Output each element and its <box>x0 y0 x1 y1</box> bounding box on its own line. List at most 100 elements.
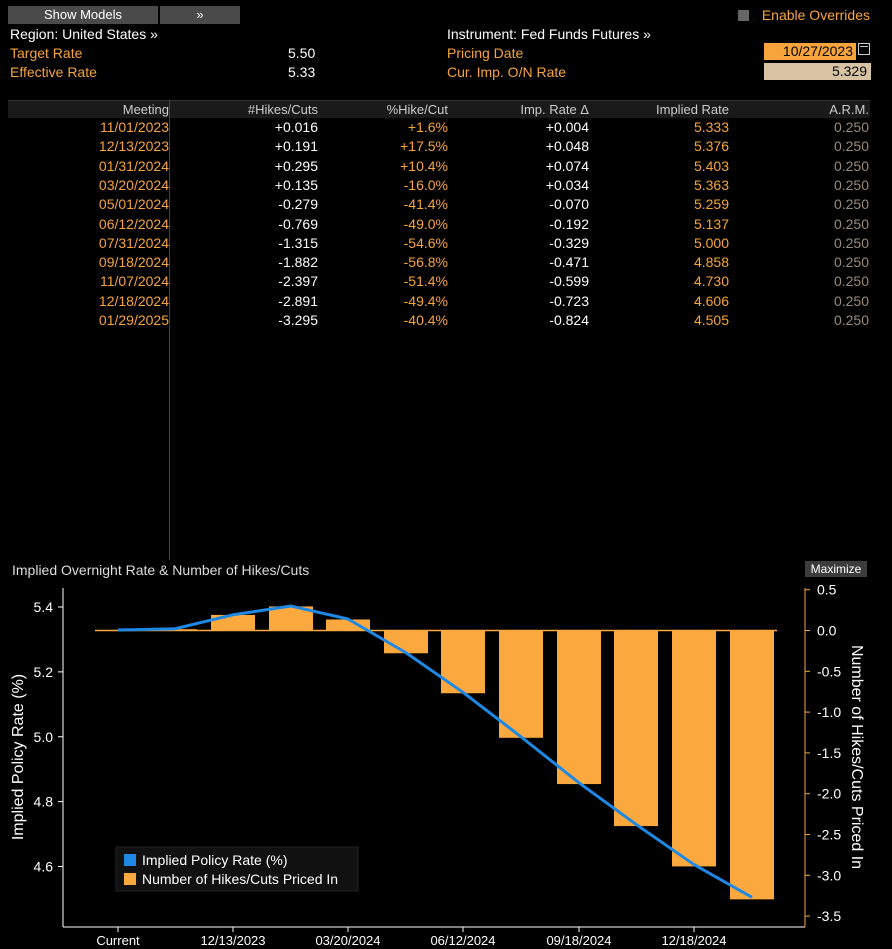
table-row[interactable]: 05/01/2024 -0.279 -41.4% -0.070 5.259 0.250 <box>8 196 870 215</box>
table-divider <box>169 100 170 560</box>
enable-overrides-checkbox[interactable] <box>738 10 749 21</box>
instrument-selector[interactable]: Instrument: Fed Funds Futures » <box>447 26 651 42</box>
cur-imp-rate-input[interactable]: 5.329 <box>764 63 871 80</box>
imp-rate-delta-cell: +0.004 <box>545 119 589 135</box>
arm-cell: 0.250 <box>833 292 869 309</box>
col-pct-hike-cut[interactable]: %Hike/Cut <box>386 102 448 117</box>
effective-rate-label: Effective Rate <box>10 64 97 80</box>
hikes-cuts-bar <box>441 630 485 694</box>
hikes-cuts-cell: -1.315 <box>278 234 318 251</box>
chart-title: Implied Overnight Rate & Number of Hikes… <box>12 562 310 578</box>
x-tick-label: 06/12/2024 <box>430 933 495 948</box>
calendar-icon[interactable] <box>858 43 870 55</box>
meeting-cell: 03/20/2024 <box>98 176 169 193</box>
col-implied-rate[interactable]: Implied Rate <box>656 102 729 117</box>
region-selector[interactable]: Region: United States » <box>10 26 158 42</box>
left-axis-title: Implied Policy Rate (%) <box>10 674 27 840</box>
arm-cell: 0.250 <box>833 138 869 155</box>
implied-rate-cell: 5.259 <box>693 196 729 213</box>
imp-rate-delta-cell: -0.070 <box>549 196 589 213</box>
right-tick-label: 0.5 <box>817 582 837 598</box>
hikes-cuts-cell: -3.295 <box>278 312 318 328</box>
imp-rate-delta-cell: -0.329 <box>549 234 589 251</box>
table-row[interactable]: 11/07/2024 -2.397 -51.4% -0.599 4.730 0.250 <box>8 273 870 292</box>
cur-imp-rate-label: Cur. Imp. O/N Rate <box>447 64 567 80</box>
pricing-date-input[interactable]: 10/27/2023 <box>764 43 856 60</box>
pct-hike-cut-cell: +1.6% <box>407 119 448 135</box>
left-tick-label: 4.8 <box>34 794 54 810</box>
right-tick-label: -2.0 <box>817 786 841 802</box>
implied-rate-cell: 4.505 <box>693 312 729 328</box>
col-hikes-cuts[interactable]: #Hikes/Cuts <box>247 102 318 117</box>
meeting-cell: 01/31/2024 <box>98 157 169 174</box>
x-tick-label: 12/13/2023 <box>200 933 265 948</box>
imp-rate-delta-cell: -0.723 <box>549 292 589 309</box>
legend-label-rate: Implied Policy Rate (%) <box>142 852 288 868</box>
left-tick-label: 5.2 <box>34 664 54 680</box>
table-row[interactable]: 07/31/2024 -1.315 -54.6% -0.329 5.000 0.250 <box>8 235 870 254</box>
left-tick-label: 4.6 <box>34 859 54 875</box>
pct-hike-cut-cell: -40.4% <box>403 312 448 328</box>
hikes-cuts-cell: -1.882 <box>278 254 318 271</box>
hikes-cuts-cell: +0.191 <box>274 138 318 155</box>
right-tick-label: -1.0 <box>817 704 841 720</box>
col-imp-rate-delta[interactable]: Imp. Rate Δ <box>520 102 589 117</box>
right-tick-label: -0.5 <box>817 663 841 679</box>
imp-rate-delta-cell: -0.471 <box>549 254 589 271</box>
table-row[interactable]: 01/29/2025 -3.295 -40.4% -0.824 4.505 0.250 <box>8 312 870 331</box>
table-row[interactable]: 06/12/2024 -0.769 -49.0% -0.192 5.137 0.250 <box>8 216 870 235</box>
table-row[interactable]: 12/13/2023 +0.191 +17.5% +0.048 5.376 0.250 <box>8 138 870 157</box>
arm-cell: 0.250 <box>833 215 869 232</box>
table-row[interactable]: 03/20/2024 +0.135 -16.0% +0.034 5.363 0.250 <box>8 177 870 196</box>
table-row[interactable]: 12/18/2024 -2.891 -49.4% -0.723 4.606 0.250 <box>8 293 870 312</box>
col-meeting[interactable]: Meeting <box>122 102 169 117</box>
expand-arrows-button[interactable]: » <box>160 6 240 24</box>
pct-hike-cut-cell: -56.8% <box>403 254 448 271</box>
legend-box <box>115 846 359 892</box>
pct-hike-cut-cell: -49.4% <box>403 292 448 309</box>
pct-hike-cut-cell: +17.5% <box>400 138 448 155</box>
pct-hike-cut-cell: +10.4% <box>400 157 448 174</box>
arm-cell: 0.250 <box>833 254 869 271</box>
x-tick-label: Current <box>96 933 140 948</box>
table-row[interactable]: 11/01/2023 +0.016 +1.6% +0.004 5.333 0.250 <box>8 119 870 138</box>
right-tick-label: -3.5 <box>817 908 841 924</box>
arm-cell: 0.250 <box>833 312 869 328</box>
arm-cell: 0.250 <box>833 273 869 290</box>
table-row[interactable]: 01/31/2024 +0.295 +10.4% +0.074 5.403 0.250 <box>8 158 870 177</box>
hikes-cuts-bar <box>730 630 774 900</box>
left-tick-label: 5.0 <box>34 729 54 745</box>
pct-hike-cut-cell: -49.0% <box>403 215 448 232</box>
target-rate-value: 5.50 <box>288 45 316 61</box>
table-header: Meeting #Hikes/Cuts %Hike/Cut Imp. Rate … <box>8 100 870 118</box>
right-tick-label: -1.5 <box>817 745 841 761</box>
col-arm[interactable]: A.R.M. <box>829 102 869 117</box>
legend-swatch-hikes <box>124 873 136 885</box>
right-axis-title: Number of Hikes/Cuts Priced In <box>848 645 865 869</box>
hikes-cuts-bar <box>326 619 370 631</box>
arm-cell: 0.250 <box>833 196 869 213</box>
pct-hike-cut-cell: -16.0% <box>403 176 448 193</box>
show-models-button[interactable]: Show Models <box>8 6 158 24</box>
implied-rate-cell: 4.730 <box>693 273 729 290</box>
meeting-cell: 06/12/2024 <box>98 215 169 232</box>
enable-overrides-label[interactable]: Enable Overrides <box>761 7 870 23</box>
pct-hike-cut-cell: -54.6% <box>403 234 448 251</box>
meeting-cell: 11/07/2024 <box>99 273 169 290</box>
hikes-cuts-cell: -0.769 <box>278 215 318 232</box>
meeting-cell: 09/18/2024 <box>98 254 169 271</box>
implied-rate-cell: 5.403 <box>693 157 729 174</box>
imp-rate-delta-cell: +0.034 <box>545 176 589 193</box>
hikes-cuts-bar <box>384 630 428 654</box>
x-tick-label: 03/20/2024 <box>315 933 380 948</box>
left-tick-label: 5.4 <box>34 599 54 615</box>
target-rate-label: Target Rate <box>10 45 83 61</box>
implied-rate-cell: 4.606 <box>693 292 729 309</box>
maximize-button[interactable]: Maximize <box>805 561 867 577</box>
hikes-cuts-cell: +0.016 <box>274 119 318 135</box>
pct-hike-cut-cell: -51.4% <box>403 273 448 290</box>
meeting-cell: 07/31/2024 <box>98 234 169 251</box>
table-row[interactable]: 09/18/2024 -1.882 -56.8% -0.471 4.858 0.250 <box>8 254 870 273</box>
meeting-cell: 12/13/2023 <box>98 138 169 155</box>
implied-rate-cell: 5.333 <box>693 119 729 135</box>
